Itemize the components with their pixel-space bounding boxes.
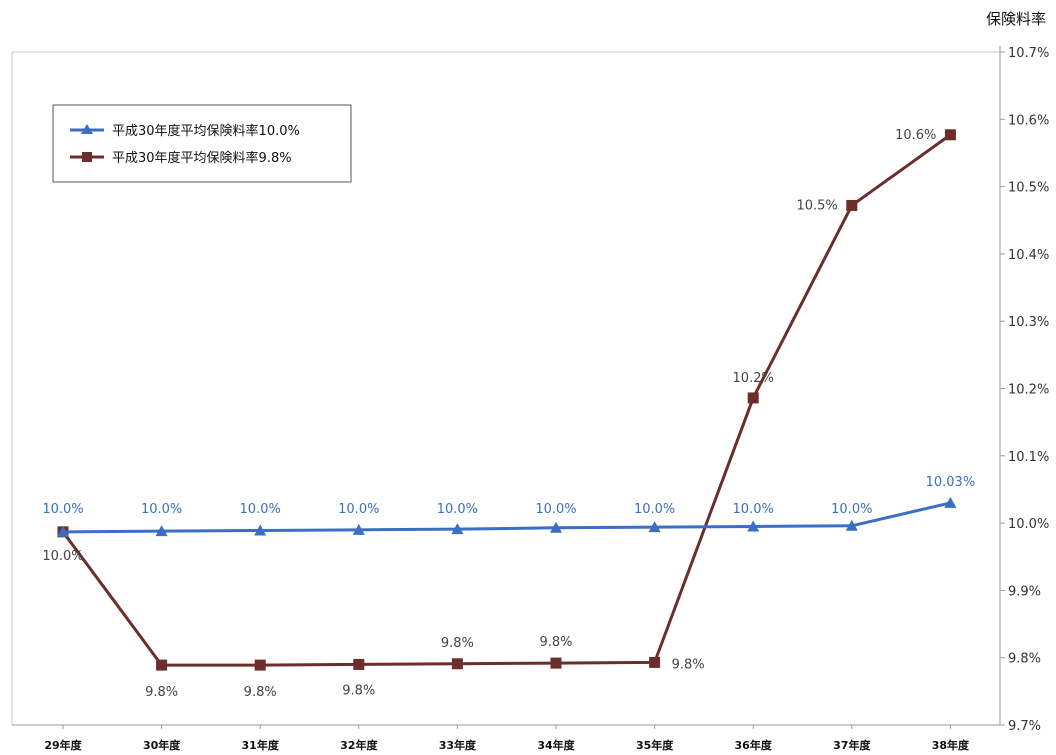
y-tick-label: 10.1% [1008,450,1049,465]
data-label-series-2: 10.6% [895,128,936,143]
y-tick-label: 9.7% [1008,719,1041,734]
y-axis-ticks: 9.7% 9.8% 9.9% 10.0% 10.1% 10.2% 10.3% 10.4% 10.… [1000,46,1049,734]
y-tick-label: 9.9% [1008,584,1041,599]
data-point-triangle [57,525,69,537]
data-point-square [254,659,266,671]
data-point-square [550,657,562,669]
x-tick-label: 37年度 [833,738,871,752]
data-label-series-2: 9.8% [244,685,277,700]
data-point-triangle [747,520,760,532]
y-tick-label: 10.3% [1008,315,1049,330]
data-point-square [944,129,956,141]
x-tick-label: 33年度 [439,738,477,752]
data-label-series-1: 10.0% [733,502,774,517]
data-point-triangle [254,524,267,536]
data-point-square [649,656,661,668]
legend-box [52,104,352,183]
data-label-series-1: 10.0% [141,502,182,517]
legend-label-series-1: 平成30年度平均保険料率10.0% [112,123,300,139]
data-point-square [353,658,365,670]
data-label-series-1: 10.0% [831,502,872,517]
y-tick-label: 9.8% [1008,652,1041,667]
x-tick-label: 38年度 [932,738,970,752]
data-point-triangle [550,521,562,533]
series-line-brown [61,133,952,667]
y-tick-label: 10.2% [1008,383,1049,398]
data-label-series-2: 9.8% [342,683,375,698]
y-axis-title: 保険料率 [986,10,1046,28]
x-tick-label: 36年度 [735,738,773,752]
data-point-triangle [648,521,661,533]
data-point-triangle [352,523,365,535]
legend-triangle-icon [81,124,93,134]
x-tick-label: 30年度 [143,738,181,752]
data-point-triangle [451,523,464,535]
data-point-square [747,392,759,404]
x-tick-label: 31年度 [242,738,280,752]
data-label-series-2: 10.2% [733,371,774,386]
data-label-series-1: 10.0% [634,502,675,517]
x-axis-ticks: 29年度 30年度 31年度 32年度 33年度 34年度 35年度 36年度 37年度 38年度 [44,725,970,752]
x-tick-label: 32年度 [340,738,378,752]
y-tick-label: 10.0% [1008,517,1049,532]
data-point-square [156,659,168,671]
x-tick-label: 35年度 [636,738,674,752]
data-point-triangle [944,496,957,508]
data-label-series-2: 9.8% [672,657,705,672]
data-label-series-1: 10.0% [240,502,281,517]
data-label-series-2: 9.8% [441,636,474,651]
legend-square-icon [82,152,92,162]
data-label-series-1: 10.0% [535,502,576,517]
y-tick-label: 10.7% [1008,46,1049,61]
data-point-triangle [845,519,858,531]
data-label-series-1: 10.03% [926,475,976,490]
data-label-series-2: 10.0% [42,549,83,564]
y-tick-label: 10.5% [1008,181,1049,196]
legend-label-series-2: 平成30年度平均保険料率9.8% [112,150,292,166]
data-label-series-1: 10.0% [437,502,478,517]
data-label-series-1: 10.0% [42,502,83,517]
x-tick-label: 29年度 [44,738,82,752]
series-line-blue [62,501,951,534]
data-label-series-1: 10.0% [338,502,379,517]
data-label-series-2: 9.8% [145,685,178,700]
data-label-series-2: 9.8% [539,635,572,650]
series-layer [57,129,957,671]
data-label-series-2: 10.5% [796,198,837,213]
y-tick-label: 10.4% [1008,248,1049,263]
data-point-square [451,658,463,670]
x-tick-label: 34年度 [537,738,575,752]
data-point-square [846,199,858,211]
legend: 平成30年度平均保険料率10.0% 平成30年度平均保険料率9.8% [52,104,352,183]
y-tick-label: 10.6% [1008,113,1049,128]
data-labels-layer: 10.0% 10.0% 10.0% 10.0% 10.0% 10.0% 10.0% 10.0%… [42,128,975,700]
data-point-triangle [155,525,168,537]
